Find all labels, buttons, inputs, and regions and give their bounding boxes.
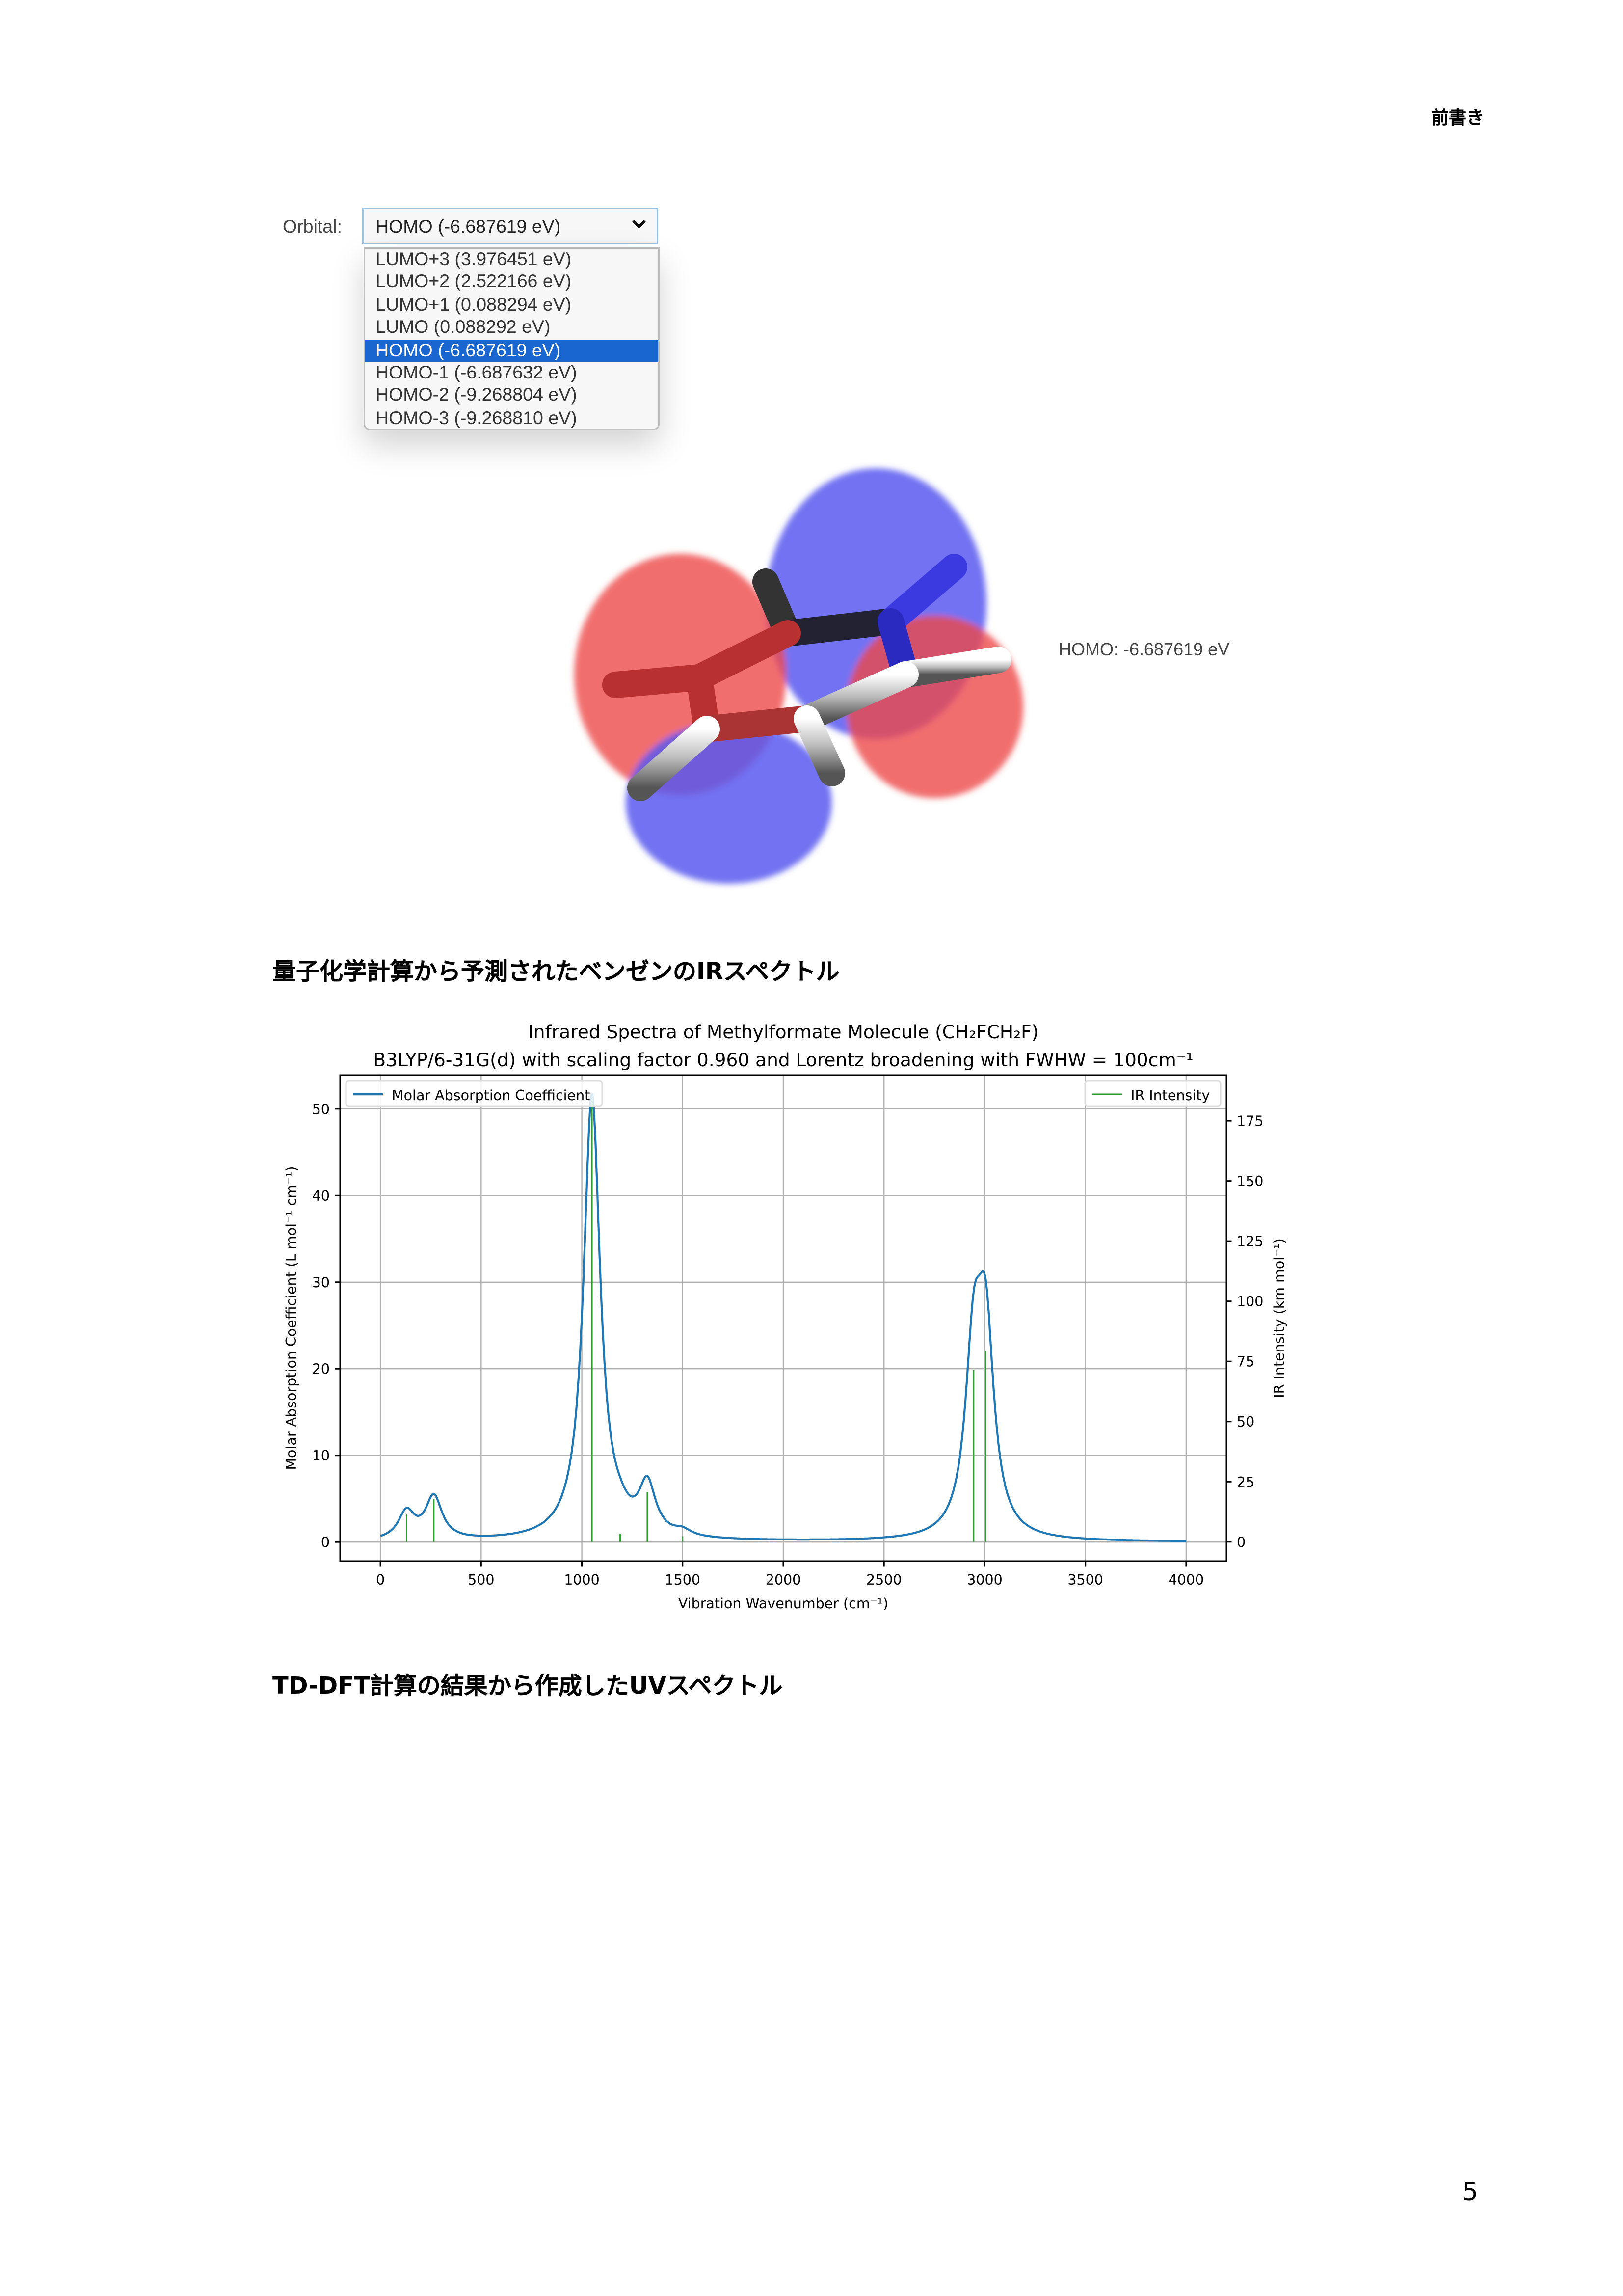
orbital-option[interactable]: LUMO (0.088292 eV) <box>375 317 551 338</box>
orbital-select-value: HOMO (-6.687619 eV) <box>375 216 561 237</box>
ir-spectrum-chart: Infrared Spectra of Methylformate Molecu… <box>283 1021 1287 1612</box>
orbital-option[interactable]: LUMO+3 (3.976451 eV) <box>375 249 572 270</box>
y-tick-label-left: 30 <box>312 1274 330 1291</box>
orbital-select[interactable]: HOMO (-6.687619 eV) <box>362 208 658 244</box>
negative-lobe <box>626 722 832 884</box>
x-tick-label: 3500 <box>1067 1572 1103 1588</box>
chevron-down-icon <box>632 219 646 229</box>
ir-section-heading: 量子化学計算から予測されたベンゼンのIRスペクトル <box>272 957 840 985</box>
orbital-option[interactable]: LUMO+1 (0.088294 eV) <box>375 294 572 315</box>
orbital-option[interactable]: HOMO-2 (-9.268804 eV) <box>375 385 577 406</box>
y-tick-label-left: 50 <box>312 1101 330 1117</box>
x-tick-label: 4000 <box>1169 1572 1204 1588</box>
positive-lobe <box>847 616 1023 798</box>
y-tick-label-right: 25 <box>1237 1474 1254 1490</box>
x-tick-label: 2500 <box>866 1572 902 1588</box>
uv-section-heading: TD-DFT計算の結果から作成したUVスペクトル <box>272 1672 783 1700</box>
y-tick-label-right: 125 <box>1237 1234 1263 1250</box>
orbital-option[interactable]: HOMO-3 (-9.268810 eV) <box>375 407 577 429</box>
y-tick-label-left: 20 <box>312 1361 330 1378</box>
x-tick-label: 2000 <box>766 1572 801 1588</box>
chart-subtitle: B3LYP/6-31G(d) with scaling factor 0.960… <box>373 1049 1193 1071</box>
y-tick-label-left: 10 <box>312 1448 330 1464</box>
orbital-option[interactable]: HOMO-1 (-6.687632 eV) <box>375 362 577 383</box>
y-axis-label-left: Molar Absorption Coefficient (L mol⁻¹ cm… <box>283 1166 299 1470</box>
molecule-bonds <box>602 554 1011 801</box>
y-tick-label-right: 0 <box>1237 1534 1246 1550</box>
y-tick-label-right: 50 <box>1237 1414 1254 1430</box>
y-tick-label-right: 75 <box>1237 1354 1254 1370</box>
molecular-orbital-viewer[interactable] <box>559 457 1045 898</box>
legend-label: IR Intensity <box>1131 1087 1210 1104</box>
running-header: 前書き <box>1431 108 1484 128</box>
y-tick-label-right: 175 <box>1237 1113 1263 1130</box>
chart-title: Infrared Spectra of Methylformate Molecu… <box>528 1021 1039 1043</box>
x-axis-label: Vibration Wavenumber (cm⁻¹) <box>678 1595 888 1612</box>
y-tick-label-right: 100 <box>1237 1294 1263 1310</box>
legend-right: IR Intensity <box>1084 1080 1222 1107</box>
orbital-dropdown-list: LUMO+3 (3.976451 eV) LUMO+2 (2.522166 eV)… <box>364 247 660 430</box>
x-tick-label: 500 <box>468 1572 494 1588</box>
x-tick-label: 1000 <box>564 1572 600 1588</box>
orbital-energy-label: HOMO: -6.687619 eV <box>1059 639 1230 660</box>
legend-left: Molar Absorption Coefficient <box>345 1080 603 1107</box>
x-tick-label: 3000 <box>967 1572 1003 1588</box>
orbital-label: Orbital: <box>283 216 342 237</box>
x-tick-label: 0 <box>376 1572 385 1588</box>
orbital-option[interactable]: HOMO (-6.687619 eV) <box>365 339 658 362</box>
y-tick-label-right: 150 <box>1237 1173 1263 1189</box>
series-line-molar-absorption <box>380 1093 1186 1542</box>
legend-label: Molar Absorption Coefficient <box>392 1087 590 1104</box>
y-tick-label-left: 0 <box>321 1535 330 1551</box>
y-tick-label-left: 40 <box>312 1188 330 1204</box>
y-axis-label-right: IR Intensity (km mol⁻¹) <box>1271 1238 1287 1398</box>
page-number: 5 <box>1462 2178 1478 2208</box>
orbital-option[interactable]: LUMO+2 (2.522166 eV) <box>375 271 572 293</box>
x-tick-label: 1500 <box>665 1572 701 1588</box>
